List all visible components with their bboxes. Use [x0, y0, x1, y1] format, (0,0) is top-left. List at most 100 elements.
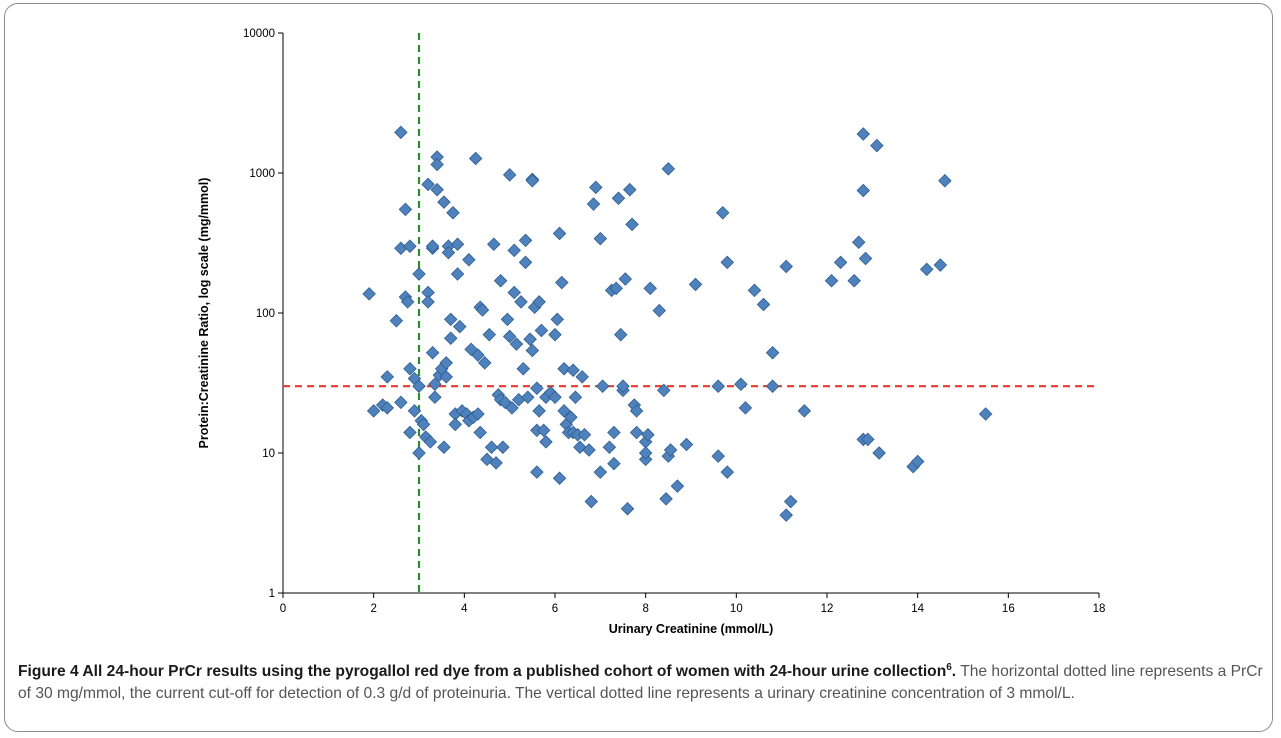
data-point [602, 440, 617, 454]
data-point [439, 370, 453, 384]
data-point [394, 395, 408, 410]
figure-frame [4, 3, 1273, 732]
data-point [430, 182, 444, 197]
data-point [532, 404, 546, 418]
data-point [468, 151, 483, 166]
data-point [421, 295, 435, 309]
data-point [416, 417, 431, 432]
data-point [870, 138, 884, 153]
data-point [487, 237, 501, 251]
data-point [765, 379, 780, 393]
data-point [593, 465, 608, 479]
data-point [521, 390, 535, 405]
data-point [872, 446, 886, 460]
data-point [523, 332, 537, 346]
caption-lead: Figure 4 All 24-hour PrCr results using … [18, 662, 956, 680]
y-tick-label: 100 [256, 308, 275, 320]
data-point [482, 327, 497, 342]
data-point [505, 401, 519, 415]
data-point [856, 183, 871, 198]
data-point [536, 423, 551, 438]
data-point [496, 440, 510, 454]
data-point [557, 361, 571, 376]
data-point [493, 273, 508, 288]
x-tick-label: 14 [911, 603, 924, 615]
data-point [439, 356, 453, 370]
x-axis-label: Urinary Creatinine (mmol/L) [609, 622, 774, 636]
data-point [514, 295, 528, 309]
data-point [734, 377, 748, 391]
data-point [657, 383, 671, 398]
data-point [851, 235, 866, 250]
data-point [448, 417, 463, 432]
data-point [525, 343, 540, 358]
data-point [833, 255, 848, 270]
data-point [582, 443, 596, 457]
data-point [421, 177, 435, 192]
data-point [779, 508, 793, 522]
data-point [797, 404, 812, 418]
data-point [473, 425, 487, 440]
data-point [618, 272, 633, 286]
data-point [552, 226, 567, 241]
data-point [516, 361, 531, 376]
y-tick-label: 1000 [249, 168, 275, 180]
data-point [484, 440, 499, 454]
x-tick-label: 10 [730, 603, 743, 615]
y-tick-label: 1 [269, 588, 275, 600]
data-point [400, 295, 415, 309]
data-point [756, 297, 771, 312]
data-point [398, 202, 413, 217]
data-point [380, 370, 395, 384]
data-point [643, 281, 657, 296]
data-point [394, 125, 408, 140]
data-point [412, 267, 426, 281]
x-tick-label: 18 [1093, 603, 1106, 615]
data-point [532, 295, 546, 309]
data-point [577, 427, 592, 442]
data-point [441, 245, 456, 260]
data-point [509, 337, 524, 351]
data-point [566, 363, 580, 378]
data-point [500, 312, 515, 327]
caption-lead-text: Figure 4 All 24-hour PrCr results using … [18, 663, 947, 680]
data-point [663, 443, 678, 457]
data-point [779, 259, 793, 274]
data-point [552, 471, 567, 486]
data-point [783, 494, 798, 509]
data-point [623, 182, 637, 197]
data-point [518, 255, 533, 270]
data-point [586, 197, 601, 211]
data-point [437, 440, 451, 454]
data-point [847, 273, 861, 288]
data-point [530, 381, 544, 396]
data-point [471, 407, 485, 421]
data-point [394, 241, 408, 256]
data-point [607, 456, 621, 471]
data-point [471, 348, 485, 362]
data-point [625, 217, 639, 232]
data-point [679, 437, 694, 452]
data-point [430, 157, 444, 172]
data-point [688, 277, 703, 292]
reference-lines [283, 33, 1099, 593]
data-point [403, 425, 417, 440]
y-axis-label: Protein:Creatinine Ratio, log scale (mg/… [197, 178, 211, 449]
x-tick-label: 8 [642, 603, 648, 615]
data-point [518, 233, 533, 248]
data-point [611, 191, 626, 206]
data-point [856, 127, 871, 141]
data-point [629, 404, 644, 418]
data-point [450, 237, 465, 251]
data-point [978, 407, 993, 421]
y-tick-label: 10000 [243, 28, 275, 40]
data-point [620, 501, 635, 516]
data-point [564, 410, 578, 425]
data-point [362, 287, 376, 301]
data-point [403, 361, 417, 376]
x-tick-label: 4 [461, 603, 468, 615]
data-point [507, 285, 521, 300]
data-point [407, 404, 422, 418]
data-point [425, 345, 440, 360]
data-points [362, 125, 993, 522]
